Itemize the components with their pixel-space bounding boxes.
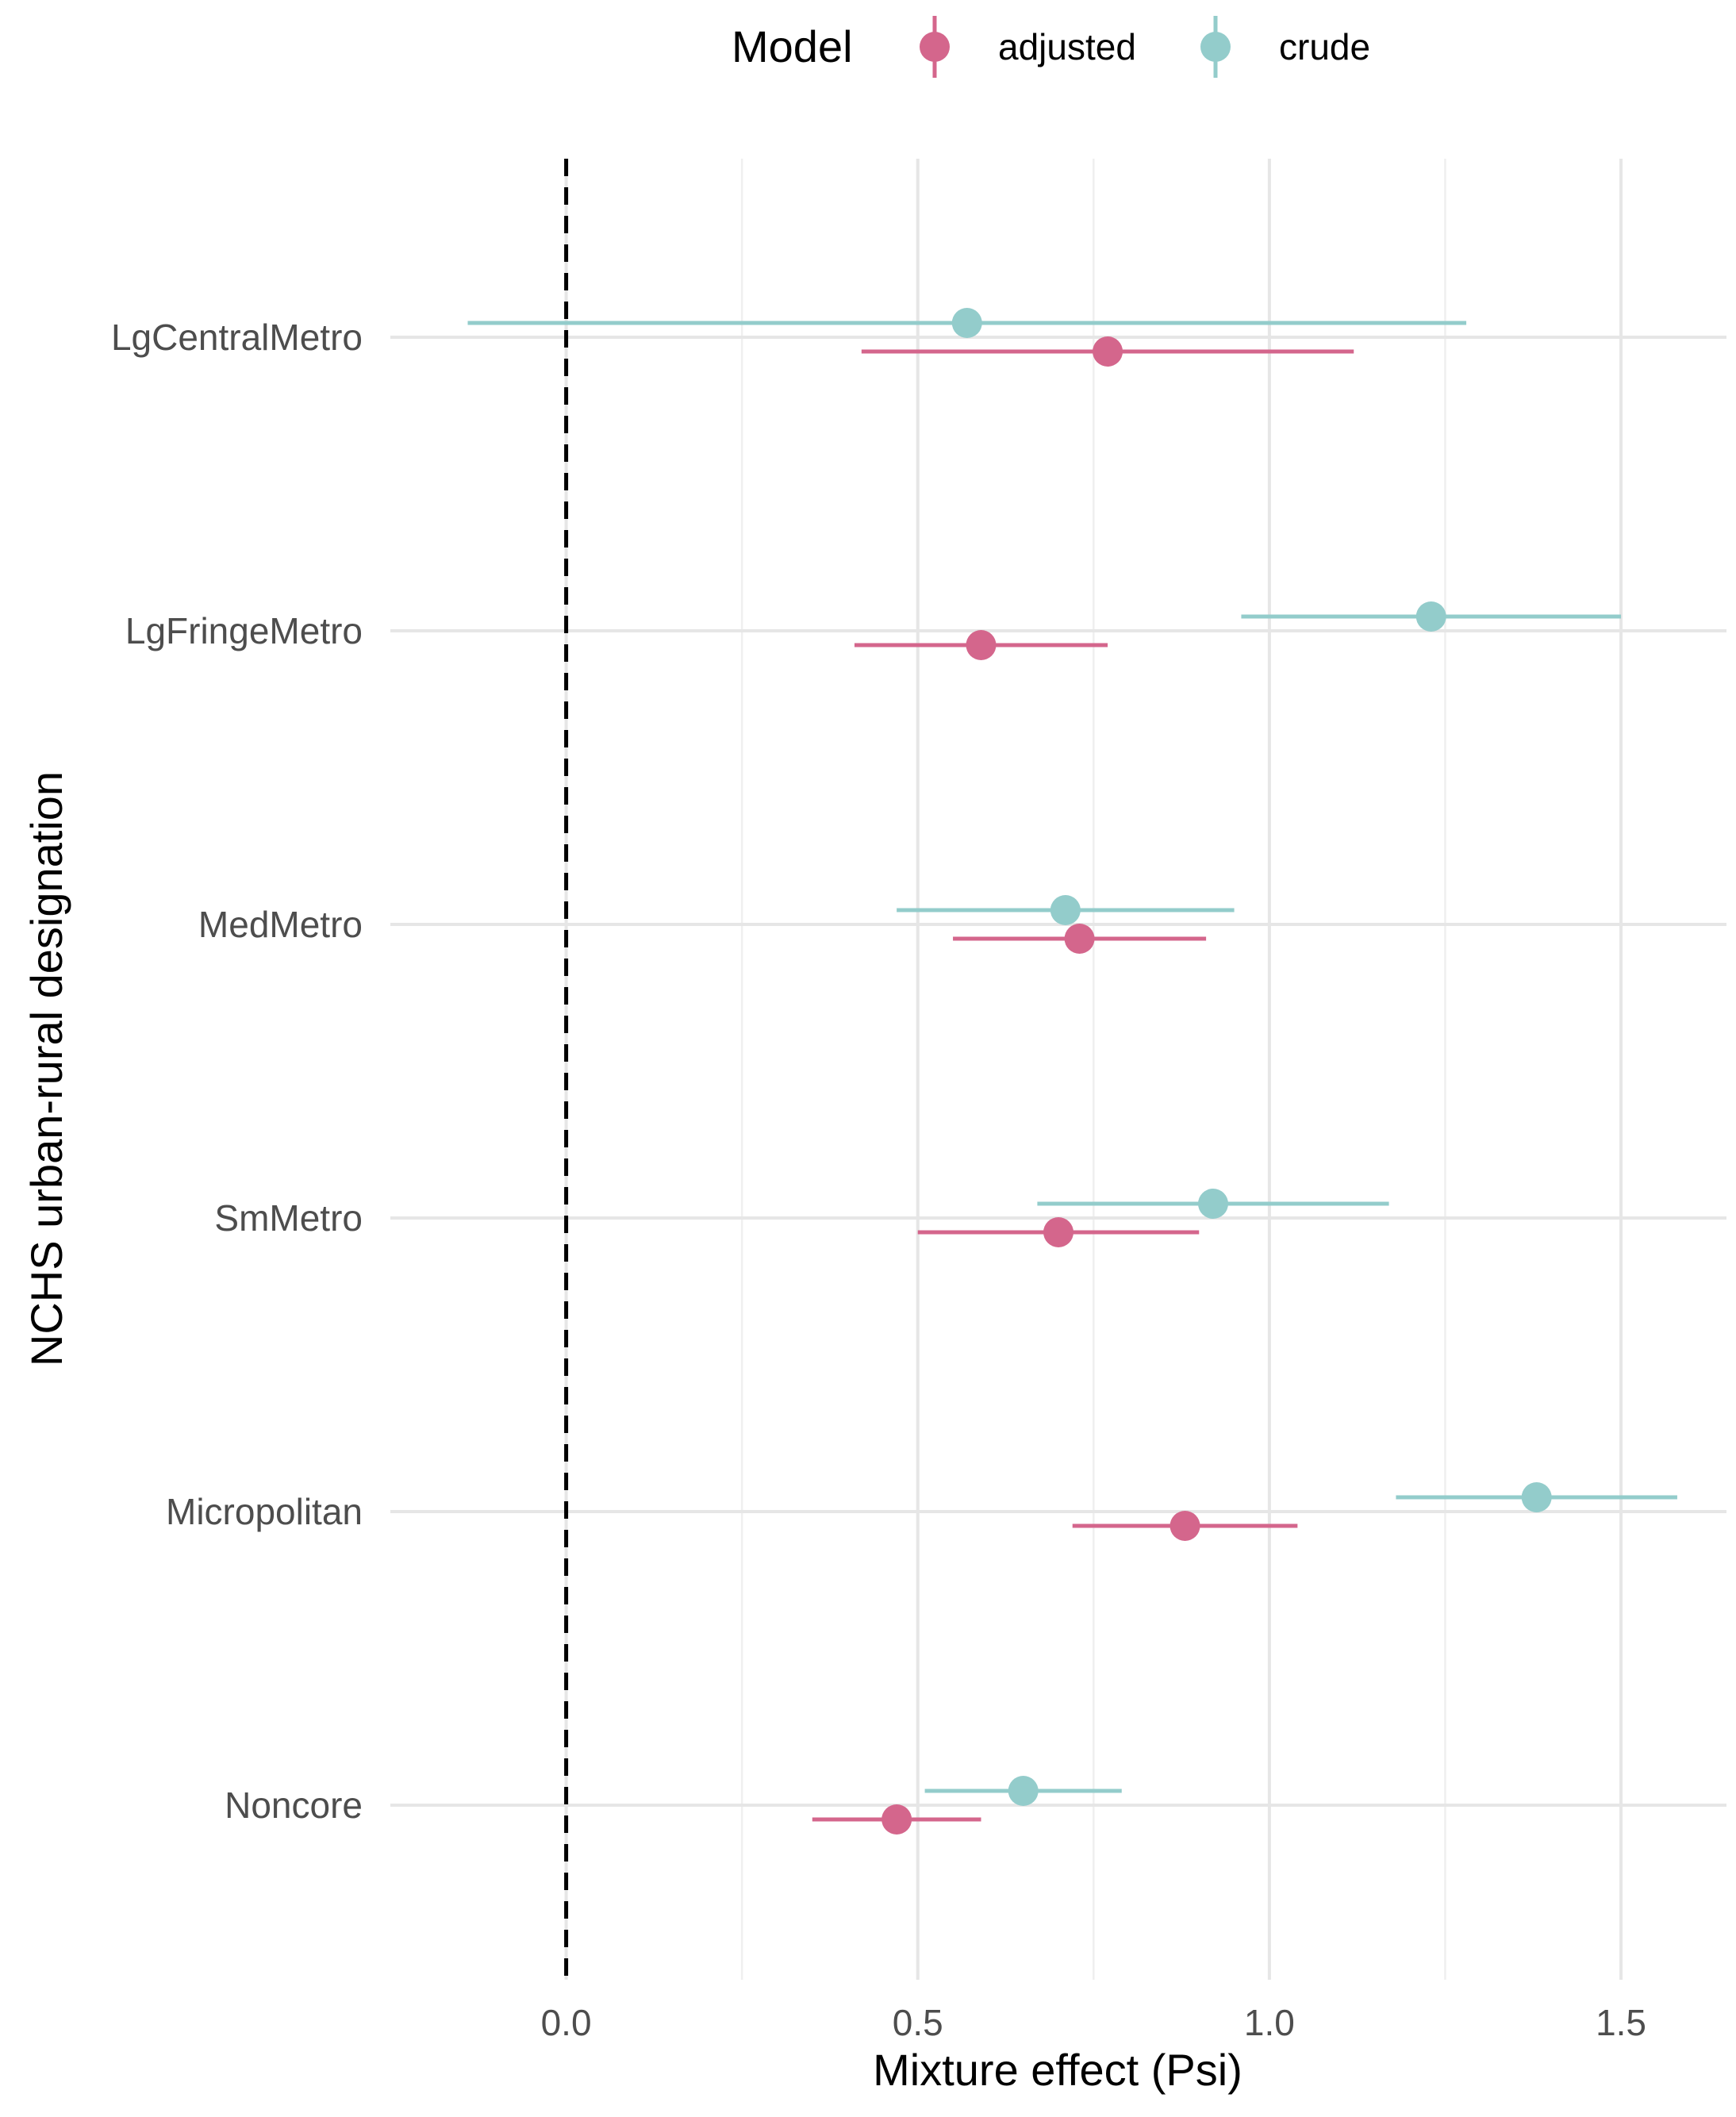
y-tick-label-LgFringeMetro: LgFringeMetro [125, 610, 363, 651]
x-tick-label-0: 0.0 [541, 2002, 592, 2043]
grid-lines [390, 159, 1726, 1980]
y-tick-label-SmMetro: SmMetro [214, 1197, 363, 1239]
legend-label-crude: crude [1279, 26, 1370, 67]
x-tick-label-2: 1.0 [1244, 2002, 1295, 2043]
point-adjusted-SmMetro [1043, 1217, 1073, 1247]
y-axis-title: NCHS urban-rural designation [21, 771, 71, 1366]
point-adjusted-MedMetro [1064, 924, 1095, 954]
x-axis-tick-labels: 0.0 0.5 1.0 1.5 [541, 2002, 1646, 2043]
point-crude-Micropolitan [1521, 1482, 1552, 1512]
x-axis-title: Mixture effect (Psi) [873, 2045, 1242, 2095]
point-crude-LgFringeMetro [1415, 601, 1446, 632]
point-crude-Noncore [1008, 1776, 1039, 1806]
legend-key-point-adjusted [920, 32, 950, 62]
legend: Model adjusted crude [732, 16, 1370, 78]
point-adjusted-Micropolitan [1169, 1511, 1200, 1541]
y-tick-label-MedMetro: MedMetro [198, 904, 363, 945]
legend-title: Model [732, 21, 853, 71]
point-crude-MedMetro [1050, 895, 1081, 925]
y-tick-label-Noncore: Noncore [225, 1785, 363, 1826]
point-adjusted-LgFringeMetro [966, 630, 997, 660]
point-adjusted-LgCentralMetro [1093, 336, 1123, 367]
point-adjusted-Noncore [881, 1804, 912, 1835]
y-tick-label-LgCentralMetro: LgCentralMetro [111, 317, 363, 358]
legend-entry-crude: crude [1200, 16, 1370, 78]
y-axis-tick-labels: LgCentralMetro LgFringeMetro MedMetro SmMet… [111, 317, 363, 1826]
legend-label-adjusted: adjusted [998, 26, 1136, 67]
data-marks [467, 308, 1677, 1835]
legend-entries: adjusted crude [920, 16, 1370, 78]
point-crude-SmMetro [1197, 1189, 1228, 1219]
x-tick-label-3: 1.5 [1596, 2002, 1646, 2043]
x-tick-label-1: 0.5 [893, 2002, 943, 2043]
legend-key-point-crude [1200, 32, 1231, 62]
point-crude-LgCentralMetro [951, 308, 982, 338]
y-tick-label-Micropolitan: Micropolitan [166, 1491, 363, 1532]
legend-entry-adjusted: adjusted [920, 16, 1136, 78]
